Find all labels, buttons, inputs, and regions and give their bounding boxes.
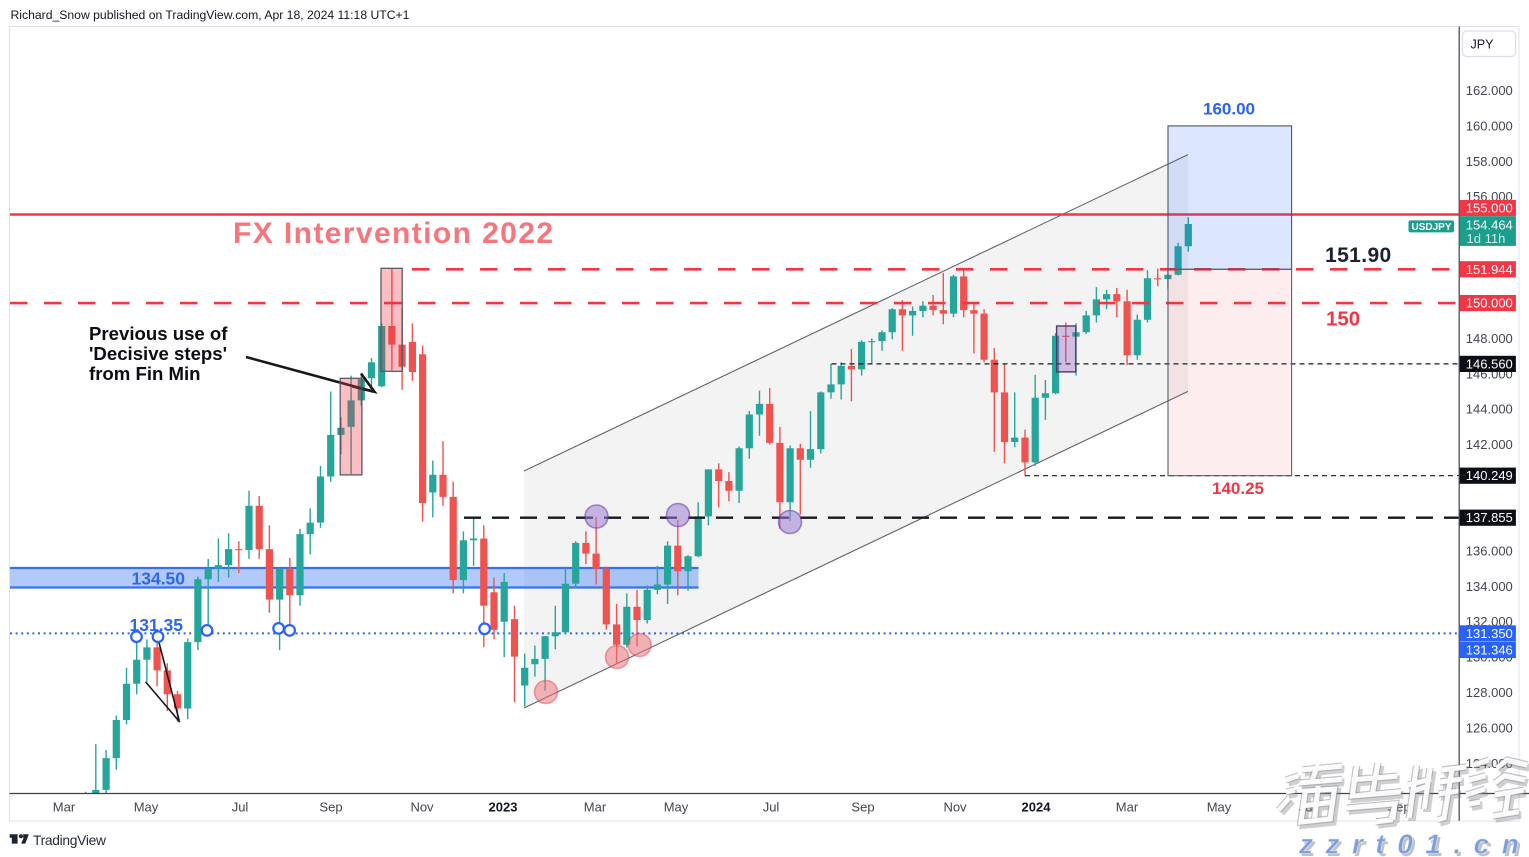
svg-text:134.000: 134.000 [1466,579,1513,594]
svg-text:Nov: Nov [410,800,434,815]
svg-text:zzrt01.cn: zzrt01.cn [1301,831,1529,857]
svg-text:158.000: 158.000 [1466,154,1513,169]
svg-text:144.000: 144.000 [1466,402,1513,417]
svg-text:140.249: 140.249 [1466,468,1513,483]
svg-text:131.350: 131.350 [1466,626,1513,641]
svg-text:131.35: 131.35 [130,615,184,635]
svg-text:160.00: 160.00 [1203,100,1255,119]
svg-text:Mar: Mar [1116,800,1139,815]
svg-text:151.90: 151.90 [1325,244,1392,267]
svg-text:from Fin Min: from Fin Min [89,363,201,384]
svg-text:May: May [664,800,689,815]
svg-text:Richard_Snow published on Trad: Richard_Snow published on TradingView.co… [11,8,410,22]
svg-text:Jul: Jul [232,800,249,815]
svg-text:137.855: 137.855 [1466,510,1513,525]
svg-text:128.000: 128.000 [1466,685,1513,700]
svg-text:134.50: 134.50 [132,569,186,589]
svg-text:154.464: 154.464 [1466,218,1513,233]
svg-text:Jul: Jul [763,800,780,815]
svg-text:May: May [134,800,159,815]
svg-text:Mar: Mar [584,800,607,815]
svg-text:May: May [1207,800,1232,815]
svg-text:126.000: 126.000 [1466,721,1513,736]
svg-text:131.346: 131.346 [1466,643,1513,658]
svg-text:Previous use of: Previous use of [89,323,228,344]
svg-text:zzrt01.cn: zzrt01.cn [1298,829,1529,857]
svg-text:162.000: 162.000 [1466,83,1513,98]
svg-text:150.000: 150.000 [1466,296,1513,311]
svg-text:Mar: Mar [53,800,76,815]
svg-text:USDJPY: USDJPY [1411,222,1451,233]
svg-text:148.000: 148.000 [1466,331,1513,346]
svg-text:Nov: Nov [943,800,967,815]
svg-text:Sep: Sep [851,800,874,815]
svg-text:Sep: Sep [319,800,342,815]
svg-text:JPY: JPY [1470,38,1494,52]
svg-text:140.25: 140.25 [1212,479,1264,498]
svg-text:1d 11h: 1d 11h [1467,231,1506,246]
svg-text:151.944: 151.944 [1466,262,1513,277]
svg-text:160.000: 160.000 [1466,118,1513,133]
svg-text:146.560: 146.560 [1466,356,1513,371]
svg-text:TradingView: TradingView [33,833,106,848]
svg-text:FX Intervention 2022: FX Intervention 2022 [233,217,554,250]
svg-text:142.000: 142.000 [1466,437,1513,452]
svg-text:136.000: 136.000 [1466,543,1513,558]
svg-text:'Decisive steps': 'Decisive steps' [89,343,227,364]
svg-text:155.000: 155.000 [1466,201,1513,216]
svg-text:150: 150 [1326,308,1360,331]
svg-text:2024: 2024 [1022,800,1052,815]
svg-text:2023: 2023 [489,800,518,815]
